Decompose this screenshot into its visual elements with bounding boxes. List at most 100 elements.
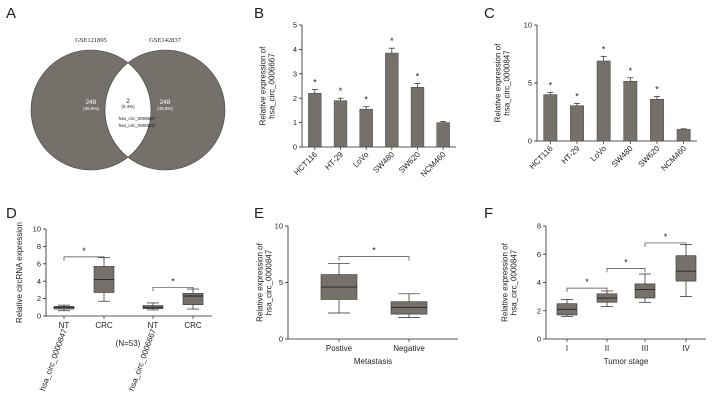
panel-c-y-axis-label: Relative expression ofhsa_circ_0000847 <box>494 43 512 122</box>
panel-b-y-tick-label: 4 <box>293 45 297 54</box>
bar-chart-circ-0006667: 0 1 2 3 4 5 Relative expression ofhsa_circ_000… <box>259 21 456 179</box>
panel-f-y-tick-label: 8 <box>537 222 541 231</box>
panel-d-group-label: hsa_circ_0000847 <box>38 327 69 392</box>
panel-d-y-axis-label-line: Relative circRNA expression <box>15 222 24 323</box>
panel-c-y-axis-label-line: Relative expression of <box>494 43 503 122</box>
panel-letter-a: A <box>6 5 16 22</box>
panel-f-y-tick-label: 6 <box>537 250 541 259</box>
panel-d-y-tick-label: 8 <box>37 242 41 251</box>
panel-c-category-label: NCM460 <box>659 144 688 173</box>
panel-c-category-label: HCT116 <box>528 144 555 171</box>
panel-b-significance-label: * <box>390 36 394 46</box>
panel-letter-f: F <box>484 205 493 222</box>
panel-b-bar <box>333 100 348 148</box>
panel-c-bar <box>676 129 691 142</box>
panel-c-category-label: SW620 <box>636 144 661 169</box>
panel-f-y-axis-label-line: hsa_circ_0000847 <box>510 249 519 315</box>
panel-letter-d: D <box>6 205 17 222</box>
panel-b-y-axis-label: Relative expression ofhsa_circ_0006667 <box>259 46 277 125</box>
panel-d-significance-label: * <box>82 246 86 256</box>
panel-f-significance-bracket <box>644 242 687 247</box>
panel-f-box <box>675 255 697 282</box>
boxplot-metastasis: 0 5 10 Relative expression ofhsa_circ_00008… <box>256 222 458 366</box>
panel-c-bar <box>623 81 638 142</box>
boxplot-tumor-stage: 0 2 4 6 8 Relative expression ofhsa_circ_0000… <box>501 222 706 366</box>
panel-b-category-label: HCT116 <box>292 150 319 177</box>
panel-e-y-tick-label: 5 <box>279 278 283 287</box>
panel-f-y-tick-label: 0 <box>537 335 541 344</box>
panel-b-y-tick-label: 0 <box>293 143 297 152</box>
panel-c-significance-label: * <box>629 66 633 76</box>
panel-e-significance-label: * <box>372 246 376 256</box>
panel-b-bar <box>359 108 373 148</box>
panel-b-category-label: SW480 <box>371 150 396 175</box>
panel-f-category-label: II <box>605 344 609 353</box>
panel-d-y-tick-label: 10 <box>33 225 41 234</box>
panel-b-bar <box>385 52 399 148</box>
panel-e-significance-bracket <box>338 256 410 261</box>
panel-e-box <box>390 301 428 315</box>
panel-b-y-tick-label: 5 <box>293 21 297 30</box>
panel-f-category-label: III <box>642 344 649 353</box>
panel-c-significance-label: * <box>655 84 659 94</box>
venn-set-left-title: GSE121895 <box>75 37 107 44</box>
panel-c-bar <box>570 105 584 142</box>
panel-b-bar <box>436 122 450 148</box>
panel-e-y-tick-label: 10 <box>275 222 283 231</box>
panel-c-category-label: SW480 <box>610 144 635 169</box>
panel-e-category-label: Postive <box>326 344 353 353</box>
panel-b-significance-label: * <box>416 72 420 82</box>
panel-b-bar <box>410 86 425 148</box>
panel-f-significance-bracket <box>606 268 646 273</box>
panel-c-bar <box>650 98 664 142</box>
panel-f-y-axis-label: Relative expression ofhsa_circ_0000847 <box>501 242 519 321</box>
panel-d-significance-bracket <box>63 256 105 261</box>
panel-b-significance-label: * <box>313 78 317 88</box>
panel-d-category-label: CRC <box>184 321 202 330</box>
boxplot-circrna-expression: 0 2 4 6 8 10 Relative circRNA expression NT CRC N… <box>15 222 212 392</box>
panel-f-box <box>634 283 656 299</box>
panel-c-y-tick-label: 0 <box>528 137 532 146</box>
panel-b-y-axis-label-line: hsa_circ_0006667 <box>268 53 277 119</box>
venn-right-count: 248 <box>160 99 171 106</box>
panel-c-category-label: LoVo <box>589 144 609 164</box>
panel-b-y-tick-label: 2 <box>293 94 297 103</box>
panel-d-y-tick-label: 4 <box>37 277 41 286</box>
panel-f-significance-label: * <box>624 257 628 267</box>
panel-b-significance-label: * <box>364 95 368 105</box>
panel-c-significance-label: * <box>602 44 606 54</box>
panel-letter-c: C <box>484 5 495 22</box>
panel-c-significance-label: * <box>575 91 579 101</box>
panel-f-significance-bracket <box>566 287 608 293</box>
panel-b-bar <box>308 93 322 148</box>
venn-intersection-count: 2 <box>126 99 130 105</box>
panel-b-y-axis-label-line: Relative expression of <box>259 46 268 125</box>
panel-f-x-axis-label: Tumor stage <box>604 357 649 366</box>
panel-f-y-tick-label: 4 <box>537 278 541 287</box>
panel-d-significance-label: * <box>171 276 175 286</box>
panel-b-significance-label: * <box>339 86 343 96</box>
venn-panel: GSE121895 GSE142837 248 (49.8%) 248 (49.… <box>30 37 226 171</box>
panel-f-significance-label: * <box>664 232 668 242</box>
panel-c-y-axis-label-line: hsa_circ_0000847 <box>503 50 512 116</box>
venn-intersection-pct: (0.4%) <box>121 104 135 109</box>
panel-c-bar <box>596 60 611 142</box>
panel-d-y-tick-label: 6 <box>37 259 41 268</box>
panel-c-bar <box>543 94 558 142</box>
panel-b-category-label: LoVo <box>351 150 371 170</box>
panel-e-y-axis-label-line: Relative expression of <box>256 242 265 321</box>
panel-b-category-label: HT-29 <box>323 150 345 172</box>
panel-d-sample-size: (N=53) <box>116 339 141 348</box>
panel-b-y-tick-label: 1 <box>293 118 297 127</box>
panel-c-y-tick-label: 10 <box>524 21 532 30</box>
panel-c-category-label: HT-29 <box>560 144 582 166</box>
panel-e-x-axis-label: Metastasis <box>354 357 392 366</box>
panel-f-significance-label: * <box>585 277 589 287</box>
panel-e-category-label: Negative <box>393 344 425 353</box>
venn-intersection <box>104 62 152 158</box>
venn-right-pct: (49.8%) <box>157 106 173 111</box>
panel-f-y-axis-label-line: Relative expression of <box>501 242 510 321</box>
venn-left-pct: (49.8%) <box>83 106 99 111</box>
panel-c-y-tick-label: 5 <box>528 79 532 88</box>
